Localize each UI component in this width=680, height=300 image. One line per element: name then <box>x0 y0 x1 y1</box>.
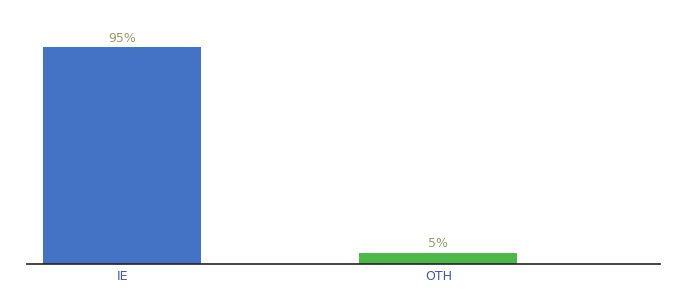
Bar <box>43 47 201 264</box>
Text: 5%: 5% <box>428 237 448 250</box>
Bar <box>359 253 517 264</box>
Text: 95%: 95% <box>108 32 136 45</box>
